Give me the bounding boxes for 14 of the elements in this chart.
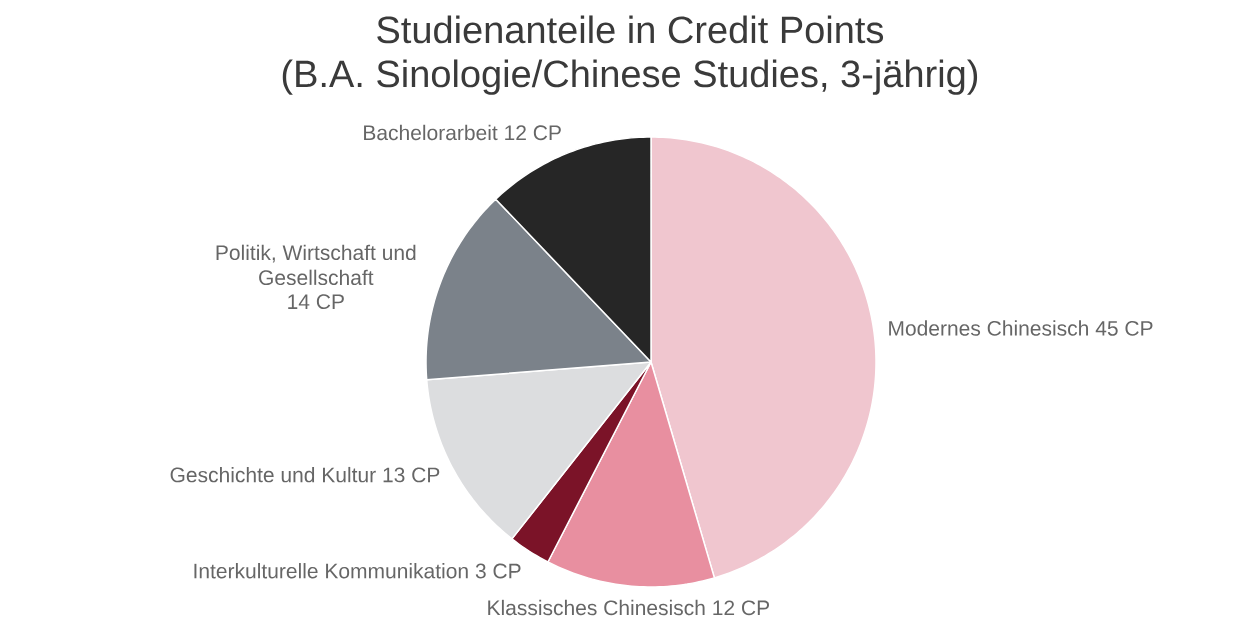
data-label: 14 CP [288, 294, 344, 310]
data-label: 13 CP [383, 467, 440, 483]
slice-label: Bachelorarbeit [364, 124, 498, 141]
slice-label: Politik, Wirtschaft und Gesellschaft [216, 244, 416, 286]
chart-title: Studienanteile in Credit Points [377, 15, 884, 44]
slice-label: Modernes Chinesisch [889, 320, 1088, 336]
slice-label: Interkulturelle Kommunikation [194, 563, 468, 579]
slice-label: Klassisches Chinesisch [488, 599, 705, 616]
data-label: 12 CP [505, 125, 561, 141]
slice-label: Geschichte und Kultur [170, 466, 376, 483]
data-label: 3 CP [475, 563, 521, 579]
data-label: 45 CP [1095, 320, 1153, 336]
data-label: 12 CP [713, 600, 769, 616]
chart-subtitle: (B.A. Sinologie/Chinese Studies, 3-jährig) [282, 59, 978, 95]
